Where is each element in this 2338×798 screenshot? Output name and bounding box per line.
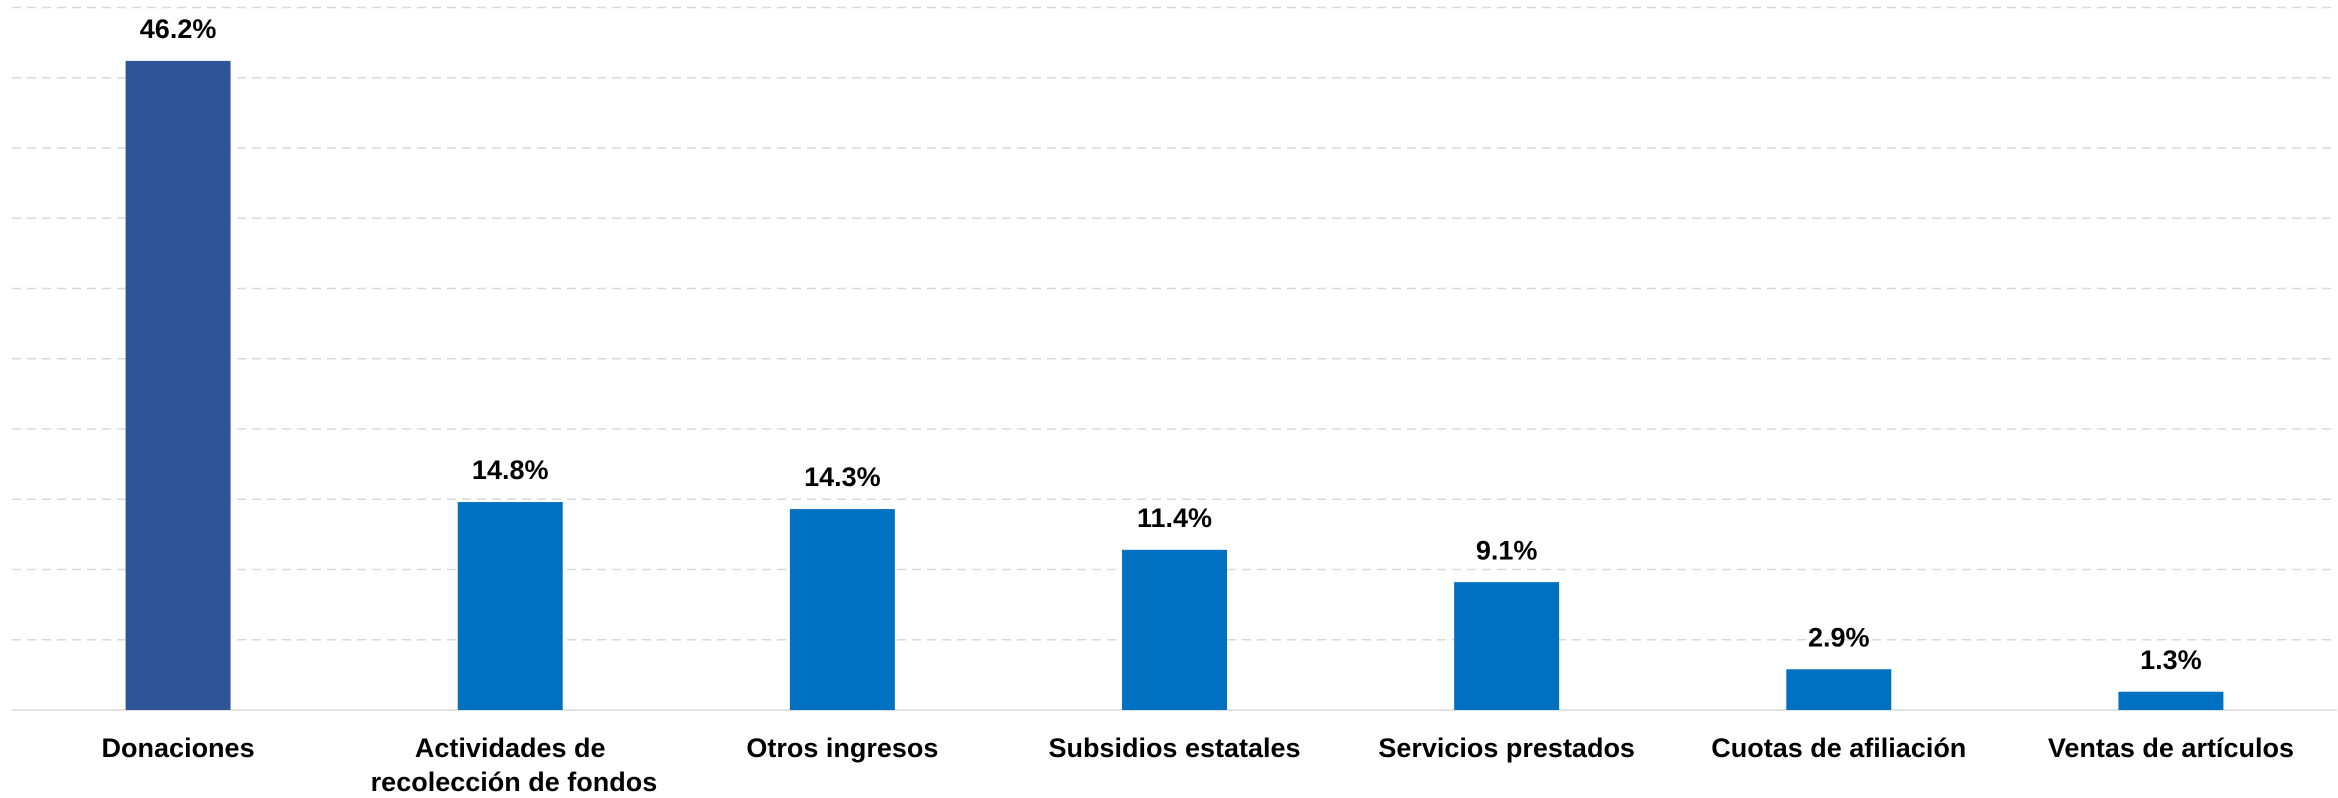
value-label: 46.2% [140,14,217,44]
value-label: 1.3% [2140,645,2202,675]
bar [1454,582,1560,710]
value-label: 11.4% [1137,503,1212,533]
x-tick-label: Ventas de artículos [2048,733,2294,763]
value-label: 14.8% [472,455,549,485]
value-label: 14.3% [804,462,881,492]
x-tick-label: Actividades de recolección de fondos [363,733,657,797]
x-tick-label: Donaciones [102,733,255,763]
bar [1786,669,1892,710]
x-tick-label: Servicios prestados [1378,733,1635,763]
value-label: 9.1% [1476,535,1538,565]
bar [457,502,563,710]
x-tick-label: Subsidios estatales [1048,733,1300,763]
bar [2118,691,2224,710]
value-label: 2.9% [1808,622,1870,652]
bar [789,509,895,710]
x-tick-label: Cuotas de afiliación [1711,733,1966,763]
x-tick-label: Otros ingresos [746,733,938,763]
bar [1122,549,1227,710]
bar [125,60,231,710]
